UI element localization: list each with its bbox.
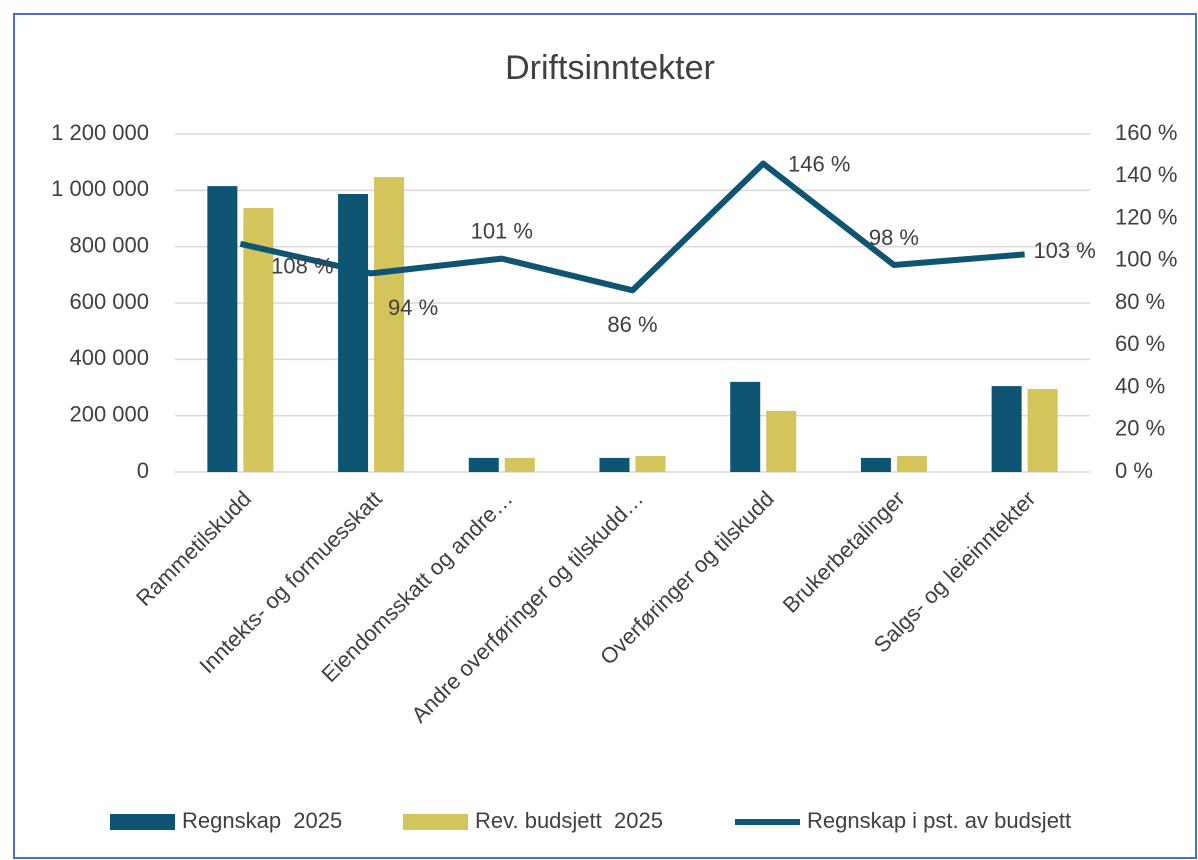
- bar: [599, 457, 630, 472]
- bar: [374, 177, 405, 472]
- bar: [635, 455, 666, 472]
- data-label: 98 %: [869, 225, 919, 250]
- data-label: 101 %: [471, 218, 533, 243]
- bar: [991, 386, 1022, 472]
- y-tick-label: 1 200 000: [51, 120, 149, 145]
- y-tick-label: 600 000: [69, 289, 149, 314]
- bar: [730, 381, 761, 472]
- y2-tick-label: 40 %: [1115, 373, 1165, 398]
- y-tick-label: 800 000: [69, 232, 149, 257]
- y2-tick-label: 80 %: [1115, 289, 1165, 314]
- y2-tick-label: 160 %: [1115, 120, 1177, 145]
- chart-title: Driftsinntekter: [505, 49, 715, 87]
- y2-tick-label: 60 %: [1115, 331, 1165, 356]
- data-label: 146 %: [788, 151, 850, 176]
- bar: [896, 455, 927, 472]
- legend-label: Regnskap 2025: [182, 808, 342, 833]
- y-tick-label: 0: [137, 458, 149, 483]
- bar: [468, 457, 499, 472]
- bar: [1027, 388, 1058, 472]
- data-label: 103 %: [1033, 238, 1095, 263]
- bar: [766, 410, 797, 472]
- y2-tick-label: 100 %: [1115, 247, 1177, 272]
- bar: [338, 193, 369, 472]
- bar: [207, 186, 238, 472]
- bar: [860, 457, 891, 472]
- y2-tick-label: 20 %: [1115, 416, 1165, 441]
- line-series: [239, 160, 1025, 294]
- data-label: 86 %: [607, 312, 657, 337]
- data-label: 108 %: [271, 254, 333, 279]
- y-tick-label: 400 000: [69, 345, 149, 370]
- y2-tick-label: 0 %: [1115, 458, 1153, 483]
- legend-label: Rev. budsjett 2025: [475, 808, 663, 833]
- legend-label: Regnskap i pst. av budsjett: [807, 808, 1071, 833]
- legend-swatch: [403, 814, 468, 830]
- legend-swatch: [110, 814, 175, 830]
- y-tick-label: 200 000: [69, 401, 149, 426]
- data-label: 94 %: [388, 295, 438, 320]
- bar: [504, 457, 535, 472]
- y-tick-label: 1 000 000: [51, 176, 149, 201]
- y2-tick-label: 120 %: [1115, 204, 1177, 229]
- y2-tick-label: 140 %: [1115, 162, 1177, 187]
